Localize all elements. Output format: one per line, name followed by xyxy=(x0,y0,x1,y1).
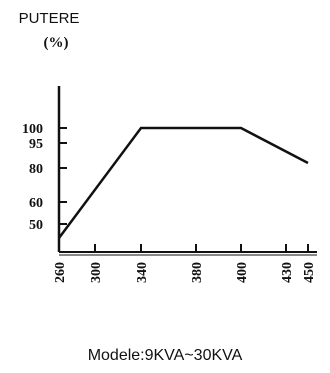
x-tick-label: 430 xyxy=(280,262,295,283)
x-tick-label: 400 xyxy=(235,262,250,283)
model-caption: Modele:9KVA~30KVA xyxy=(88,347,243,364)
y-tick-label: 50 xyxy=(29,218,43,233)
x-tick-label: 340 xyxy=(135,262,150,283)
y-tick-label: 80 xyxy=(29,162,43,177)
x-tick-group: 260 300 340 380 400 430 450 xyxy=(53,244,317,283)
x-tick-label: 260 xyxy=(53,262,68,283)
y-axis-unit: (%) xyxy=(44,35,69,51)
x-tick-label: 380 xyxy=(190,262,205,283)
y-tick-label: 100 xyxy=(22,122,43,137)
x-tick-label: 450 xyxy=(302,262,317,283)
y-axis-title: PUTERE xyxy=(19,10,80,27)
x-tick-label: 300 xyxy=(89,262,104,283)
series-line xyxy=(57,126,309,239)
y-tick-label: 95 xyxy=(29,137,43,152)
series-group xyxy=(57,126,309,239)
y-tick-label: 60 xyxy=(29,196,43,211)
